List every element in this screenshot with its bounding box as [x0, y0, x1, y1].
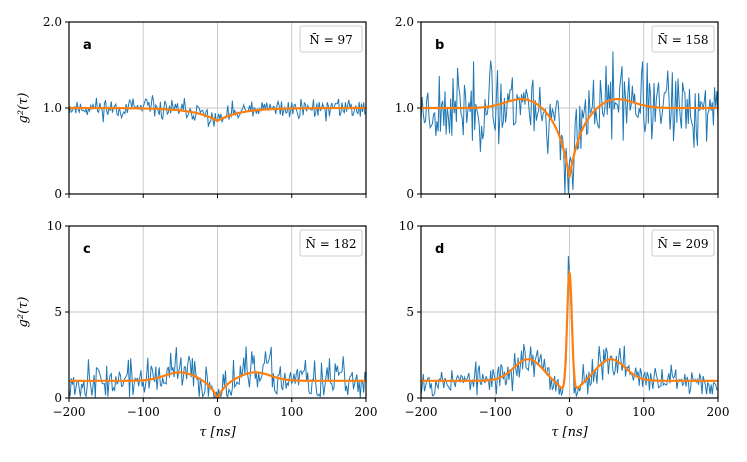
series-measured-line: [421, 51, 718, 194]
legend-box: [299, 25, 363, 53]
y-axis-label: g²(τ): [16, 297, 31, 328]
panel-letter: b: [435, 38, 444, 53]
y-tick-label: 5: [406, 305, 414, 319]
series-fit-line: [421, 269, 718, 390]
y-tick-label: 2.0: [395, 15, 414, 29]
y-axis-label: g²(τ): [16, 93, 31, 124]
series-fit-line: [421, 97, 718, 178]
panel-b: 0 1.0 2.0 b N̄ = 158: [395, 15, 719, 201]
x-axis-label: τ [ns]: [199, 425, 236, 440]
legend-text: N̄ = 97: [309, 32, 352, 47]
legend-box: [651, 229, 715, 257]
legend-box: [299, 229, 363, 257]
y-tick-label: 10: [47, 219, 62, 233]
y-tick-label: 0: [406, 391, 414, 405]
y-tick-label: 0: [54, 391, 62, 405]
panel-d: −200 −100 0 100 200 0 5 10 d N̄ = 209 τ [ns]: [399, 219, 730, 440]
panel-letter: d: [435, 242, 444, 257]
y-tick-label: 1.0: [395, 101, 414, 115]
panel-c: −200 −100 0 100 200 0 5 10 c N̄ = 182 g²(τ) τ [ns]: [16, 219, 377, 440]
x-tick-label: 0: [566, 405, 574, 419]
x-tick-label: 0: [214, 405, 222, 419]
y-tick-label: 10: [399, 219, 414, 233]
y-tick-label: 2.0: [43, 15, 62, 29]
x-tick-label: −200: [405, 405, 438, 419]
panel-letter: a: [83, 38, 92, 53]
y-tick-label: 0: [406, 187, 414, 201]
y-tick-label: 5: [54, 305, 62, 319]
y-tick-label: 0: [54, 187, 62, 201]
legend-text: N̄ = 209: [657, 236, 708, 251]
legend-text: N̄ = 158: [657, 32, 708, 47]
series-fit-line: [69, 371, 366, 398]
x-tick-label: 100: [280, 405, 303, 419]
x-tick-label: −100: [127, 405, 160, 419]
legend-text: N̄ = 182: [305, 236, 356, 251]
x-tick-label: 200: [355, 405, 378, 419]
legend-box: [651, 25, 715, 53]
x-tick-label: 100: [632, 405, 655, 419]
panel-a: 0 1.0 2.0 a N̄ = 97 g²(τ): [16, 15, 367, 201]
x-axis-label: τ [ns]: [551, 425, 588, 440]
x-tick-label: −200: [53, 405, 86, 419]
series-fit-line: [69, 106, 366, 123]
x-tick-label: −100: [479, 405, 512, 419]
y-tick-label: 1.0: [43, 101, 62, 115]
x-tick-label: 200: [707, 405, 730, 419]
panel-letter: c: [83, 242, 91, 257]
